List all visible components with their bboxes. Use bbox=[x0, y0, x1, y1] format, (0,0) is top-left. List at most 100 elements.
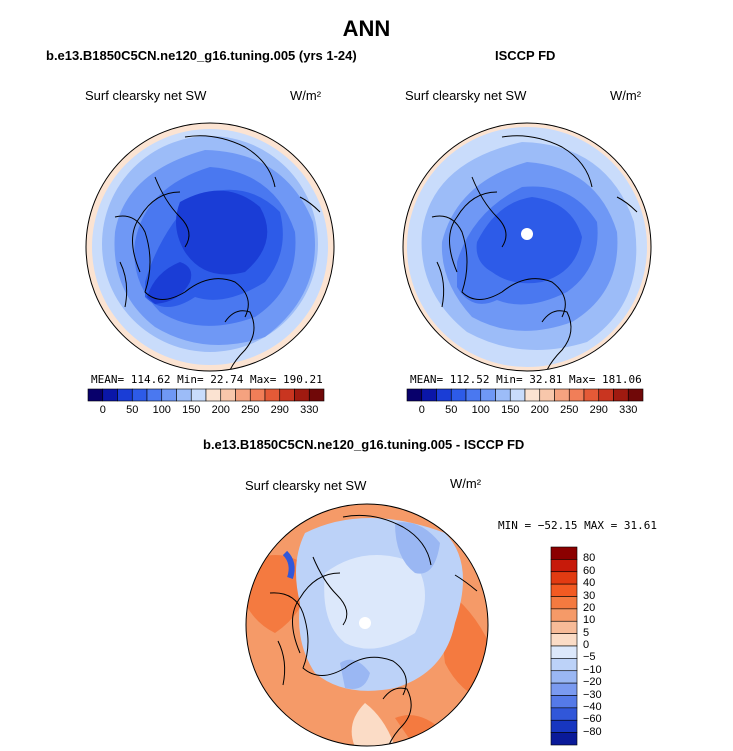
panel3-colorbar-box bbox=[550, 695, 578, 709]
panel2-colorbar-box bbox=[406, 388, 423, 402]
panel3-colorbar-box bbox=[550, 546, 578, 560]
panel2-colorbar-label: 50 bbox=[445, 404, 458, 416]
panel2-colorbar-label: 150 bbox=[501, 404, 520, 416]
panel3-colorbar-box bbox=[550, 670, 578, 684]
panel3-polar-map bbox=[245, 503, 489, 747]
panel3-colorbar-box bbox=[550, 719, 578, 733]
panel3-colorbar-box bbox=[550, 620, 578, 634]
panel2-colorbar-box bbox=[554, 388, 570, 402]
panel1-colorbar-box bbox=[264, 388, 281, 402]
panel1-colorbar-box bbox=[176, 388, 192, 402]
panel1-title: b.e13.B1850C5CN.ne120_g16.tuning.005 (yr… bbox=[46, 48, 357, 63]
panel1-colorbar-label: 250 bbox=[241, 404, 260, 416]
panel2-colorbar-box bbox=[627, 388, 644, 402]
panel3-colorbar-box bbox=[550, 571, 578, 585]
panel1-colorbar-label: 330 bbox=[300, 404, 319, 416]
panel1-colorbar-box bbox=[190, 388, 207, 402]
panel3-colorbar-label: −30 bbox=[583, 688, 602, 701]
panel1-colorbar-label: 50 bbox=[126, 404, 139, 416]
panel1-colorbar-box bbox=[205, 388, 222, 402]
panel2-colorbar-box bbox=[509, 388, 526, 402]
panel2-colorbar-label: 200 bbox=[530, 404, 549, 416]
panel2-colorbar-label: 290 bbox=[589, 404, 608, 416]
panel2-colorbar-box bbox=[436, 388, 452, 402]
panel3-colorbar-label: 10 bbox=[583, 614, 596, 627]
panel3-stats: MIN = −52.15 MAX = 31.61 bbox=[498, 519, 657, 532]
panel3-colorbar-box bbox=[550, 645, 578, 659]
panel3-units: W/m² bbox=[450, 476, 482, 491]
panel2-colorbar-box bbox=[480, 388, 496, 402]
panel2-colorbar-box bbox=[613, 388, 629, 402]
panel3-colorbar-box bbox=[550, 633, 578, 647]
panel1-colorbar-box bbox=[87, 388, 104, 402]
panel1-colorbar-box bbox=[308, 388, 325, 402]
panel3-colorbar-labels: 80 60 40 30 20 10 5 0 −5 −10 −20 −30 −40 −60 −80 bbox=[583, 547, 623, 745]
panel1-colorbar bbox=[87, 388, 325, 402]
panel3-colorbar-label: −60 bbox=[583, 713, 602, 726]
panel1-colorbar-box bbox=[294, 388, 310, 402]
panel3-title: b.e13.B1850C5CN.ne120_g16.tuning.005 - I… bbox=[203, 437, 525, 452]
panel2-colorbar-box bbox=[495, 388, 511, 402]
panel1-colorbar-box bbox=[131, 388, 148, 402]
panel3-colorbar-label: 20 bbox=[583, 601, 596, 614]
panel2-colorbar-box bbox=[524, 388, 541, 402]
panel3-colorbar-label: −80 bbox=[583, 725, 602, 738]
panel2-title: ISCCP FD bbox=[495, 48, 556, 63]
figure-title: ANN bbox=[342, 16, 391, 41]
panel3-colorbar-box bbox=[550, 559, 578, 573]
panel2-colorbar-box bbox=[421, 388, 437, 402]
panel3-colorbar bbox=[550, 546, 578, 746]
panel2-variable-label: Surf clearsky net SW bbox=[405, 88, 527, 103]
panel1-colorbar-label: 200 bbox=[211, 404, 230, 416]
panel3-colorbar-label: 60 bbox=[583, 564, 596, 577]
panel1-colorbar-label: 100 bbox=[152, 404, 171, 416]
panel1-colorbar-label: 0 bbox=[99, 404, 106, 416]
panel3-colorbar-label: 0 bbox=[583, 639, 590, 651]
panel2-colorbar-box bbox=[450, 388, 467, 402]
panel1-colorbar-label: 290 bbox=[270, 404, 289, 416]
panel2-colorbar bbox=[406, 388, 644, 402]
panel3-variable-label: Surf clearsky net SW bbox=[245, 478, 367, 493]
panel3-colorbar-box bbox=[550, 608, 578, 622]
panel3-colorbar-label: −5 bbox=[583, 651, 596, 664]
panel2-colorbar-box bbox=[568, 388, 585, 402]
panel3-colorbar-box bbox=[550, 583, 578, 597]
panel1-units: W/m² bbox=[290, 88, 322, 103]
panel1-colorbar-box bbox=[235, 388, 251, 402]
panel1-stats: MEAN= 114.62 Min= 22.74 Max= 190.21 bbox=[91, 373, 323, 386]
panel3-colorbar-label: 30 bbox=[583, 589, 596, 602]
panel1-polar-map bbox=[85, 122, 335, 372]
panel3-colorbar-label: 5 bbox=[583, 626, 590, 639]
panel2-colorbar-box bbox=[465, 388, 482, 402]
panel2-stats: MEAN= 112.52 Min= 32.81 Max= 181.06 bbox=[410, 373, 642, 386]
panel2-colorbar-label: 0 bbox=[418, 404, 425, 416]
panel1-colorbar-box bbox=[220, 388, 236, 402]
panel2-units: W/m² bbox=[610, 88, 642, 103]
panel2-colorbar-box bbox=[598, 388, 614, 402]
panel3-colorbar-box bbox=[550, 596, 578, 610]
panel1-colorbar-box bbox=[102, 388, 118, 402]
panel1-variable-label: Surf clearsky net SW bbox=[85, 88, 207, 103]
panel3-colorbar-box bbox=[550, 732, 578, 746]
panel2-colorbar-box bbox=[583, 388, 600, 402]
panel2-colorbar-label: 330 bbox=[619, 404, 638, 416]
panel3-colorbar-label: −20 bbox=[583, 676, 602, 689]
panel1-colorbar-box bbox=[279, 388, 295, 402]
panel2-colorbar-box bbox=[539, 388, 555, 402]
panel3-colorbar-box bbox=[550, 658, 578, 672]
panel3-colorbar-box bbox=[550, 682, 578, 696]
panel1-colorbar-box bbox=[161, 388, 177, 402]
panel1-colorbar-box bbox=[249, 388, 266, 402]
panel2-colorbar-label: 100 bbox=[471, 404, 490, 416]
panel1-colorbar-box bbox=[146, 388, 163, 402]
panel3-colorbar-label: −40 bbox=[583, 700, 602, 713]
panel1-colorbar-label: 150 bbox=[182, 404, 201, 416]
panel1-colorbar-box bbox=[117, 388, 133, 402]
panel2-colorbar-label: 250 bbox=[560, 404, 579, 416]
panel3-colorbar-label: −10 bbox=[583, 663, 602, 676]
panel3-colorbar-label: 40 bbox=[583, 577, 596, 590]
panel3-colorbar-box bbox=[550, 707, 578, 721]
panel2-colorbar-labels: 0 50 100 150 200 250 290 330 bbox=[407, 404, 643, 418]
panel2-polar-map bbox=[402, 122, 652, 372]
panel3-colorbar-label: 80 bbox=[583, 552, 596, 565]
